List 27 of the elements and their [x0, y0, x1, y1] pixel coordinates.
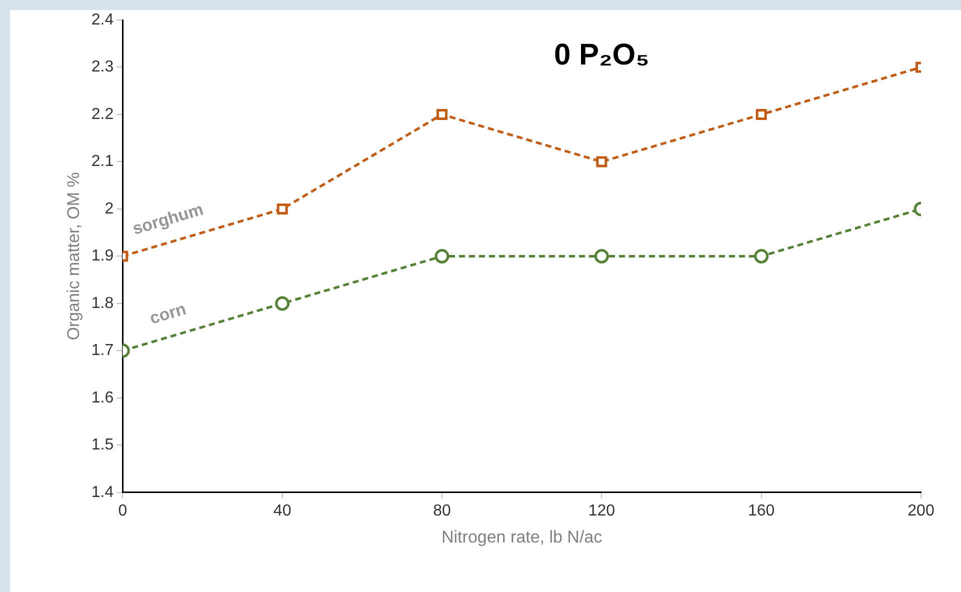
point [594, 248, 609, 264]
y-tick-label: 1.4 [91, 484, 114, 501]
y-tick-label: 2 [104, 200, 114, 218]
point [436, 108, 448, 120]
x-tick-label: 160 [748, 502, 775, 520]
y-tick-label: 2.4 [91, 11, 114, 28]
y-tick-label: 2.2 [91, 106, 114, 123]
y-tick-label: 1.6 [91, 389, 114, 406]
point [434, 248, 450, 264]
x-tick-label: 40 [273, 502, 292, 520]
y-tick-label: 2.1 [91, 153, 114, 170]
text: 0 P₂O₅ [554, 38, 650, 72]
y-tick-label: 1.8 [91, 294, 114, 312]
x-tick-label: 80 [433, 502, 451, 520]
point [275, 296, 290, 311]
text: corn [148, 299, 188, 328]
point [596, 156, 608, 168]
text: sorghum [130, 200, 206, 239]
y-tick-label: 1.7 [91, 342, 114, 360]
y-tick-label: 1.9 [91, 248, 114, 265]
y-tick-label: 1.5 [91, 436, 114, 454]
y-axis-title: Organic matter, OM % [64, 172, 83, 340]
y-tick-label: 2.3 [91, 58, 114, 76]
x-tick-label: 120 [588, 502, 616, 520]
x-tick-label: 0 [118, 502, 128, 520]
x-axis-title: Nitrogen rate, lb N/ac [442, 527, 603, 546]
x-tick-label: 200 [908, 502, 934, 520]
